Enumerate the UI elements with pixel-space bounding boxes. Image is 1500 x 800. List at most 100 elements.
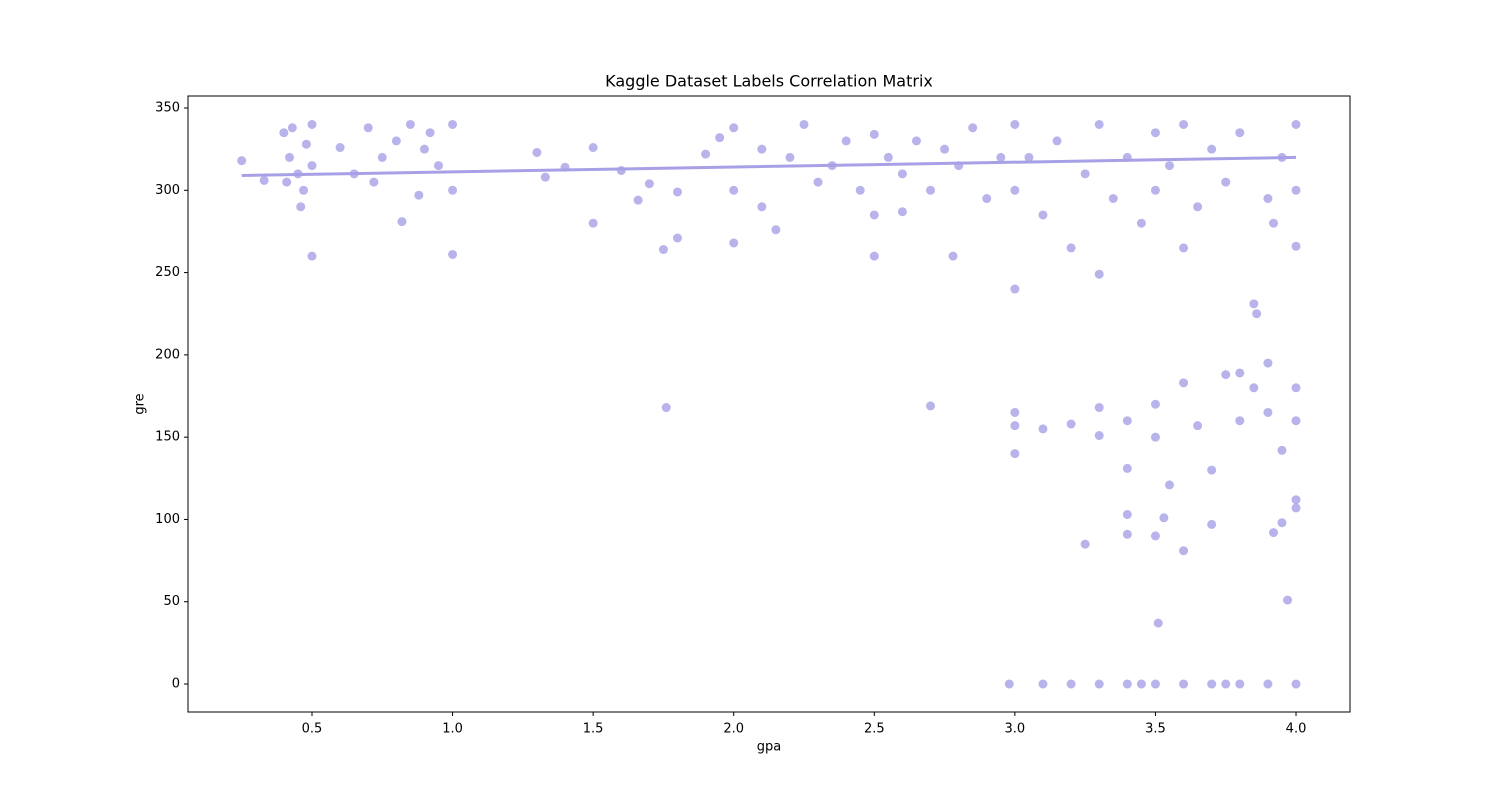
plot-area <box>237 119 1301 689</box>
x-axis-label: gpa <box>757 740 781 755</box>
scatter-point <box>335 143 345 153</box>
scatter-point <box>616 166 626 176</box>
scatter-point <box>1150 432 1160 442</box>
scatter-point <box>259 175 269 185</box>
scatter-point <box>1269 528 1279 538</box>
scatter-point <box>1269 218 1279 228</box>
scatter-point <box>1165 161 1175 171</box>
scatter-point <box>1235 679 1245 689</box>
scatter-point <box>1291 241 1301 251</box>
scatter-point <box>1150 399 1160 409</box>
scatter-point <box>1291 119 1301 129</box>
x-tick-label: 4.0 <box>1286 722 1307 737</box>
y-tick-label: 150 <box>155 430 180 445</box>
scatter-point <box>1179 243 1189 253</box>
scatter-point <box>391 136 401 146</box>
scatter-point <box>757 144 767 154</box>
scatter-point <box>1193 202 1203 212</box>
scatter-point <box>799 119 809 129</box>
y-tick-label: 200 <box>155 347 180 362</box>
scatter-point <box>1150 531 1160 541</box>
scatter-point <box>1277 445 1287 455</box>
scatter-point <box>1179 546 1189 556</box>
scatter-point <box>1283 595 1293 605</box>
scatter-point <box>301 139 311 149</box>
scatter-point <box>1066 243 1076 253</box>
x-tick-label: 2.0 <box>723 722 744 737</box>
scatter-point <box>1038 424 1048 434</box>
scatter-point <box>1165 480 1175 490</box>
scatter-point <box>1122 679 1132 689</box>
scatter-point <box>1010 284 1020 294</box>
scatter-point <box>982 194 992 204</box>
scatter-point <box>1066 419 1076 429</box>
x-tick-label: 1.5 <box>583 722 604 737</box>
scatter-point <box>897 169 907 179</box>
scatter-point <box>757 202 767 212</box>
regression-line <box>241 155 1297 177</box>
scatter-point <box>282 177 292 187</box>
scatter-point <box>1291 495 1301 505</box>
y-tick-label: 250 <box>155 265 180 280</box>
scatter-point <box>1024 152 1034 162</box>
scatter-point <box>237 156 247 166</box>
scatter-point <box>729 123 739 133</box>
scatter-point <box>926 185 936 195</box>
scatter-point <box>1150 185 1160 195</box>
scatter-point <box>1179 378 1189 388</box>
scatter-point <box>588 218 598 228</box>
scatter-point <box>1150 128 1160 138</box>
scatter-point <box>540 172 550 182</box>
scatter-point <box>1122 416 1132 426</box>
scatter-point <box>661 403 671 413</box>
scatter-point <box>363 123 373 133</box>
y-tick-label: 0 <box>172 677 180 692</box>
scatter-point <box>1038 679 1048 689</box>
scatter-point <box>448 119 458 129</box>
scatter-point <box>1263 358 1273 368</box>
x-tick-label: 3.0 <box>1005 722 1026 737</box>
scatter-point <box>926 401 936 411</box>
scatter-point <box>448 249 458 259</box>
scatter-point <box>729 185 739 195</box>
scatter-point <box>1010 119 1020 129</box>
scatter-point <box>813 177 823 187</box>
y-tick-label: 100 <box>155 512 180 527</box>
scatter-point <box>377 152 387 162</box>
scatter-point <box>279 128 289 138</box>
chart-title: Kaggle Dataset Labels Correlation Matrix <box>605 72 933 91</box>
scatter-point <box>1207 465 1217 475</box>
y-tick-label: 50 <box>163 594 180 609</box>
scatter-point <box>434 161 444 171</box>
scatter-point <box>771 225 781 235</box>
scatter-point <box>1150 679 1160 689</box>
scatter-point <box>1291 679 1301 689</box>
scatter-point <box>1291 383 1301 393</box>
x-tick-label: 3.5 <box>1145 722 1166 737</box>
scatter-point <box>299 185 309 195</box>
scatter-point <box>307 119 317 129</box>
scatter-point <box>911 136 921 146</box>
scatter-point <box>1235 128 1245 138</box>
scatter-point <box>940 144 950 154</box>
scatter-point <box>996 152 1006 162</box>
scatter-point <box>1235 416 1245 426</box>
scatter-point <box>715 133 725 143</box>
scatter-point <box>1263 194 1273 204</box>
scatter-point <box>672 187 682 197</box>
scatter-point <box>1193 421 1203 431</box>
scatter-point <box>1122 510 1132 520</box>
scatter-point <box>287 123 297 133</box>
scatter-point <box>1179 679 1189 689</box>
scatter-point <box>1252 309 1262 319</box>
scatter-point <box>414 190 424 200</box>
scatter-point <box>1080 169 1090 179</box>
scatter-point <box>869 251 879 261</box>
x-tick-label: 1.0 <box>442 722 463 737</box>
scatter-point <box>1080 539 1090 549</box>
scatter-point <box>405 119 415 129</box>
scatter-point <box>883 152 893 162</box>
scatter-point <box>701 149 711 159</box>
scatter-point <box>1221 679 1231 689</box>
scatter-point <box>633 195 643 205</box>
